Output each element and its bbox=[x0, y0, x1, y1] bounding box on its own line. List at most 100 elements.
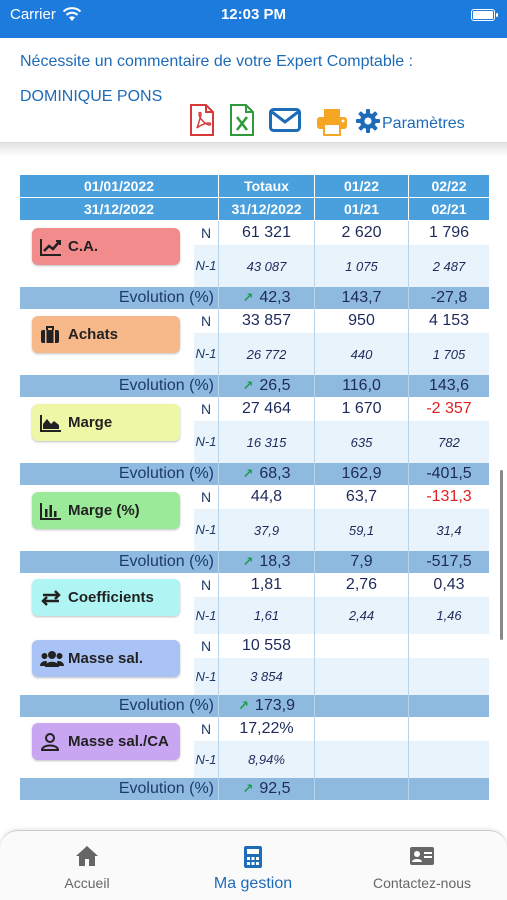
n-value bbox=[315, 634, 408, 658]
n-label: N bbox=[200, 401, 212, 417]
column-header-1-bottom: 31/12/2022 bbox=[20, 198, 218, 220]
evolution-value: 162,9 bbox=[315, 463, 408, 485]
column-divider bbox=[314, 695, 315, 717]
evolution-value-text: 42,3 bbox=[259, 289, 291, 306]
n-value: -2 357 bbox=[426, 400, 472, 417]
column-divider bbox=[314, 717, 315, 778]
calculator-icon bbox=[244, 846, 262, 868]
column-divider bbox=[218, 551, 219, 573]
trend-up-icon: ↗ bbox=[242, 781, 254, 796]
bar-chart-icon bbox=[40, 502, 62, 520]
n1-value: 1 075 bbox=[345, 258, 378, 274]
column-divider bbox=[408, 221, 409, 287]
row-label-c-a[interactable]: C.A. bbox=[32, 228, 180, 265]
n-value: 63,7 bbox=[345, 488, 378, 505]
row-label-coefficients[interactable]: Coefficients bbox=[32, 579, 180, 616]
evolution-row: Evolution (%) ↗ 173,9 bbox=[20, 695, 489, 717]
evolution-value-text: -27,8 bbox=[430, 289, 468, 306]
n1-band bbox=[194, 741, 489, 778]
column-header-3-bottom: 01/21 bbox=[315, 198, 408, 220]
column-divider bbox=[218, 375, 219, 397]
evolution-value-text: 26,5 bbox=[259, 377, 291, 394]
n-label: N bbox=[200, 721, 212, 737]
column-divider bbox=[314, 485, 315, 551]
n1-value: 635 bbox=[350, 434, 373, 450]
n-value: -131,3 bbox=[426, 488, 472, 505]
tab-accueil[interactable]: Accueil bbox=[2, 845, 172, 891]
pdf-icon[interactable] bbox=[189, 104, 215, 136]
column-divider bbox=[408, 485, 409, 551]
row-label-text: C.A. bbox=[68, 238, 98, 255]
users-icon bbox=[40, 650, 64, 668]
table-row: Marge (%) N N-1 44,8 37,9 63,7 59,1 -131,3 31,4 bbox=[20, 485, 489, 551]
contact-card-icon bbox=[410, 847, 434, 865]
row-label-masse-sal[interactable]: Masse sal. bbox=[32, 640, 180, 677]
n1-value: 3 854 bbox=[250, 669, 283, 684]
n1-label: N-1 bbox=[195, 258, 217, 273]
n1-band bbox=[194, 333, 489, 375]
column-header-3-top: 01/22 bbox=[315, 175, 408, 197]
printer-icon[interactable] bbox=[316, 108, 348, 136]
evolution-value: 143,7 bbox=[315, 287, 408, 309]
trend-up-icon: ↗ bbox=[242, 378, 254, 393]
page-header: Nécessite un commentaire de votre Expert… bbox=[0, 38, 507, 143]
row-label-marge[interactable]: Marge bbox=[32, 404, 180, 441]
n-label: N bbox=[200, 577, 212, 593]
column-divider bbox=[218, 309, 219, 375]
trend-up-icon: ↗ bbox=[242, 466, 254, 481]
n-value: 27 464 bbox=[242, 400, 291, 417]
evolution-value-text: 7,9 bbox=[350, 553, 373, 570]
tab-ma-gestion[interactable]: Ma gestion bbox=[168, 845, 338, 893]
column-divider bbox=[408, 375, 409, 397]
n1-value: 43 087 bbox=[246, 258, 287, 274]
n1-value: 8,94% bbox=[248, 752, 285, 767]
column-divider bbox=[408, 309, 409, 375]
n-value: 10 558 bbox=[242, 637, 291, 654]
evolution-value: ↗ 68,3 bbox=[219, 463, 314, 485]
evolution-value bbox=[409, 695, 489, 717]
n-value: 1 796 bbox=[428, 224, 470, 241]
management-table: 01/01/2022 31/12/2022 Totaux 31/12/2022 01/2… bbox=[20, 175, 489, 810]
evolution-value-text: -401,5 bbox=[426, 465, 472, 482]
excel-icon[interactable] bbox=[229, 104, 255, 136]
column-divider bbox=[218, 717, 219, 778]
gear-icon bbox=[356, 109, 380, 133]
column-divider bbox=[408, 695, 409, 717]
table-row: Masse sal./CA N N-1 17,22% 8,94% bbox=[20, 717, 489, 778]
n-value: 1 670 bbox=[341, 400, 382, 417]
evolution-value: ↗ 173,9 bbox=[219, 695, 314, 717]
column-divider bbox=[218, 287, 219, 309]
evolution-row: Evolution (%) ↗ 68,3 162,9 -401,5 bbox=[20, 463, 489, 485]
scrollbar[interactable] bbox=[500, 470, 503, 640]
row-label-marge[interactable]: Marge (%) bbox=[32, 492, 180, 529]
row-label-text: Achats bbox=[68, 326, 119, 343]
n1-value: 1,46 bbox=[436, 608, 462, 623]
evolution-row: Evolution (%) ↗ 18,3 7,9 -517,5 bbox=[20, 551, 489, 573]
n1-value: 26 772 bbox=[246, 346, 287, 362]
column-divider bbox=[218, 221, 219, 287]
n1-value: 782 bbox=[438, 434, 460, 450]
tab-contactez-nous[interactable]: Contactez-nous bbox=[337, 845, 507, 891]
evolution-label: Evolution (%) bbox=[118, 697, 214, 714]
n1-value: 2 487 bbox=[432, 258, 466, 274]
evolution-label: Evolution (%) bbox=[118, 553, 214, 570]
row-label-text: Masse sal. bbox=[68, 650, 144, 667]
mail-icon[interactable] bbox=[269, 108, 301, 132]
evolution-value: 7,9 bbox=[315, 551, 408, 573]
row-label-achats[interactable]: Achats bbox=[32, 316, 180, 353]
n-value bbox=[409, 717, 489, 741]
n1-value: 16 315 bbox=[246, 434, 287, 450]
row-label-masse-sal-ca[interactable]: Masse sal./CA bbox=[32, 723, 180, 760]
row-label-text: Coefficients bbox=[68, 589, 154, 606]
evolution-value: ↗ 26,5 bbox=[219, 375, 314, 397]
settings-label: Paramètres bbox=[382, 115, 465, 132]
wifi-icon bbox=[62, 7, 82, 21]
column-divider bbox=[218, 397, 219, 463]
settings-button[interactable]: Paramètres bbox=[356, 106, 465, 136]
column-divider bbox=[314, 221, 315, 287]
evolution-value: 116,0 bbox=[315, 375, 408, 397]
n1-value: 31,4 bbox=[436, 522, 462, 538]
n1-label: N-1 bbox=[195, 669, 217, 684]
row-label-text: Masse sal./CA bbox=[68, 733, 169, 750]
briefcase-icon bbox=[40, 325, 62, 344]
